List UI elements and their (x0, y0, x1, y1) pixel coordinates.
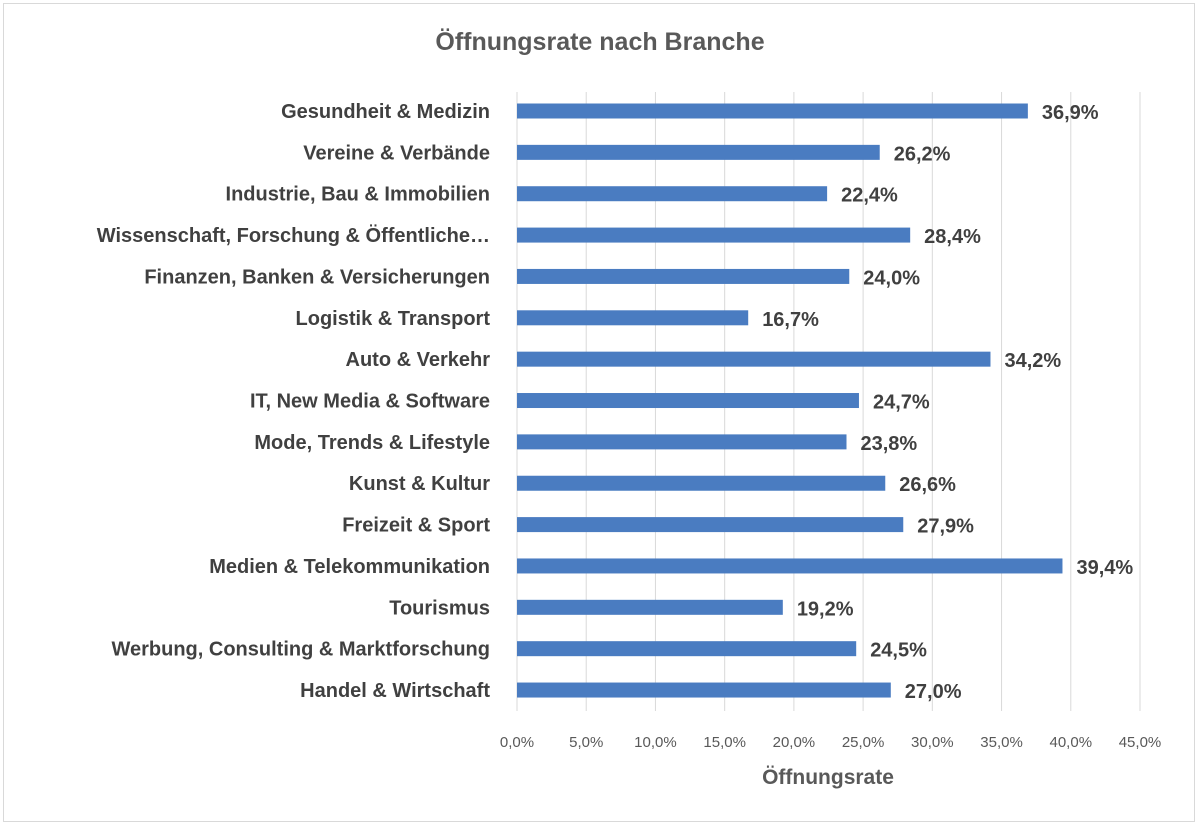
category-label: Gesundheit & Medizin (281, 101, 490, 123)
category-label: Freizeit & Sport (342, 515, 490, 537)
bar (517, 599, 783, 615)
category-label: Vereine & Verbände (303, 142, 490, 164)
data-label: 19,2% (797, 598, 854, 620)
bar (517, 186, 828, 202)
data-label: 34,2% (1004, 350, 1061, 372)
x-tick-label: 25,0% (842, 734, 885, 751)
bar (517, 475, 886, 491)
category-label: Tourismus (389, 597, 490, 619)
bar (517, 558, 1063, 574)
data-label: 39,4% (1076, 557, 1133, 579)
data-label: 16,7% (762, 309, 819, 331)
data-label: 23,8% (860, 433, 917, 455)
category-label: Werbung, Consulting & Marktforschung (111, 639, 490, 661)
bar (517, 517, 904, 533)
bar (517, 103, 1028, 119)
x-tick-label: 5,0% (569, 734, 603, 751)
bar (517, 227, 911, 243)
category-label: Wissenschaft, Forschung & Öffentliche… (97, 224, 490, 247)
category-label: Kunst & Kultur (349, 473, 490, 495)
category-label: Industrie, Bau & Immobilien (226, 184, 490, 206)
data-label: 24,7% (873, 392, 930, 414)
category-label: Mode, Trends & Lifestyle (254, 432, 490, 454)
x-tick-label: 10,0% (634, 734, 677, 751)
bar (517, 144, 880, 160)
category-label: Handel & Wirtschaft (300, 680, 490, 702)
data-label: 28,4% (924, 226, 981, 248)
bar (517, 351, 991, 367)
chart-frame (3, 3, 1195, 822)
x-axis-label: Öffnungsrate (762, 766, 894, 789)
data-label: 26,6% (899, 474, 956, 496)
category-label: IT, New Media & Software (250, 391, 490, 413)
category-label: Logistik & Transport (296, 308, 491, 330)
x-tick-label: 45,0% (1119, 734, 1162, 751)
x-tick-label: 20,0% (773, 734, 816, 751)
bar (517, 268, 850, 284)
data-label: 22,4% (841, 185, 898, 207)
x-tick-label: 0,0% (500, 734, 534, 751)
data-label: 26,2% (894, 143, 951, 165)
x-tick-label: 35,0% (980, 734, 1023, 751)
bar (517, 434, 847, 450)
category-label: Medien & Telekommunikation (209, 556, 490, 578)
category-label: Finanzen, Banken & Versicherungen (144, 266, 490, 288)
bar (517, 641, 857, 657)
chart-title: Öffnungsrate nach Branche (435, 27, 764, 56)
category-label: Auto & Verkehr (346, 349, 491, 371)
x-tick-label: 30,0% (911, 734, 954, 751)
x-tick-label: 15,0% (703, 734, 746, 751)
data-label: 27,0% (905, 681, 962, 703)
bar (517, 682, 891, 698)
bar (517, 393, 859, 409)
data-label: 24,0% (863, 267, 920, 289)
x-tick-label: 40,0% (1050, 734, 1093, 751)
data-label: 36,9% (1042, 102, 1099, 124)
bar (517, 310, 749, 326)
data-label: 24,5% (870, 640, 927, 662)
data-label: 27,9% (917, 516, 974, 538)
